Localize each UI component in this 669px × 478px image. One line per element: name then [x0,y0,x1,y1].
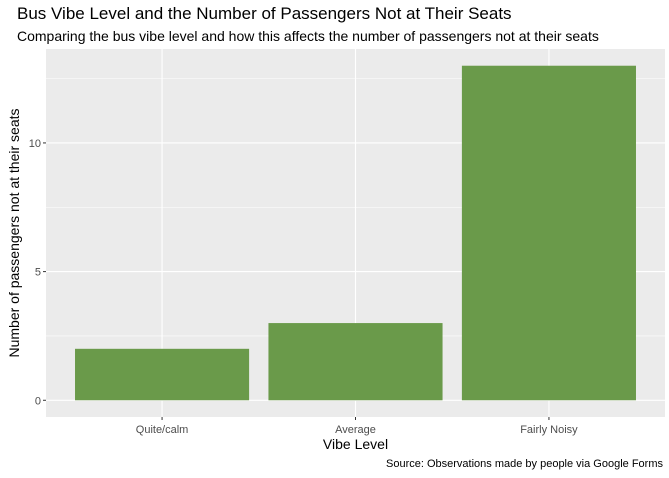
bar [268,323,443,401]
chart-subtitle: Comparing the bus vibe level and how thi… [17,28,599,44]
y-axis-ticks: 0 5 10 [29,138,46,407]
bar [461,65,636,401]
chart-title: Bus Vibe Level and the Number of Passeng… [17,4,512,23]
x-tick-label: Quite/calm [136,424,189,436]
y-tick-label: 10 [29,138,41,150]
x-tick-label: Fairly Noisy [520,424,578,436]
chart-caption: Source: Observations made by people via … [386,458,663,470]
x-axis-title: Vibe Level [323,436,388,452]
x-axis-ticks: Quite/calm Average Fairly Noisy [136,417,578,436]
y-tick-label: 5 [35,267,41,279]
y-axis-title: Number of passengers not at their seats [6,108,22,357]
y-tick-label: 0 [35,395,41,407]
bars [75,65,636,401]
x-tick-label: Average [335,424,376,436]
bar [75,348,250,401]
